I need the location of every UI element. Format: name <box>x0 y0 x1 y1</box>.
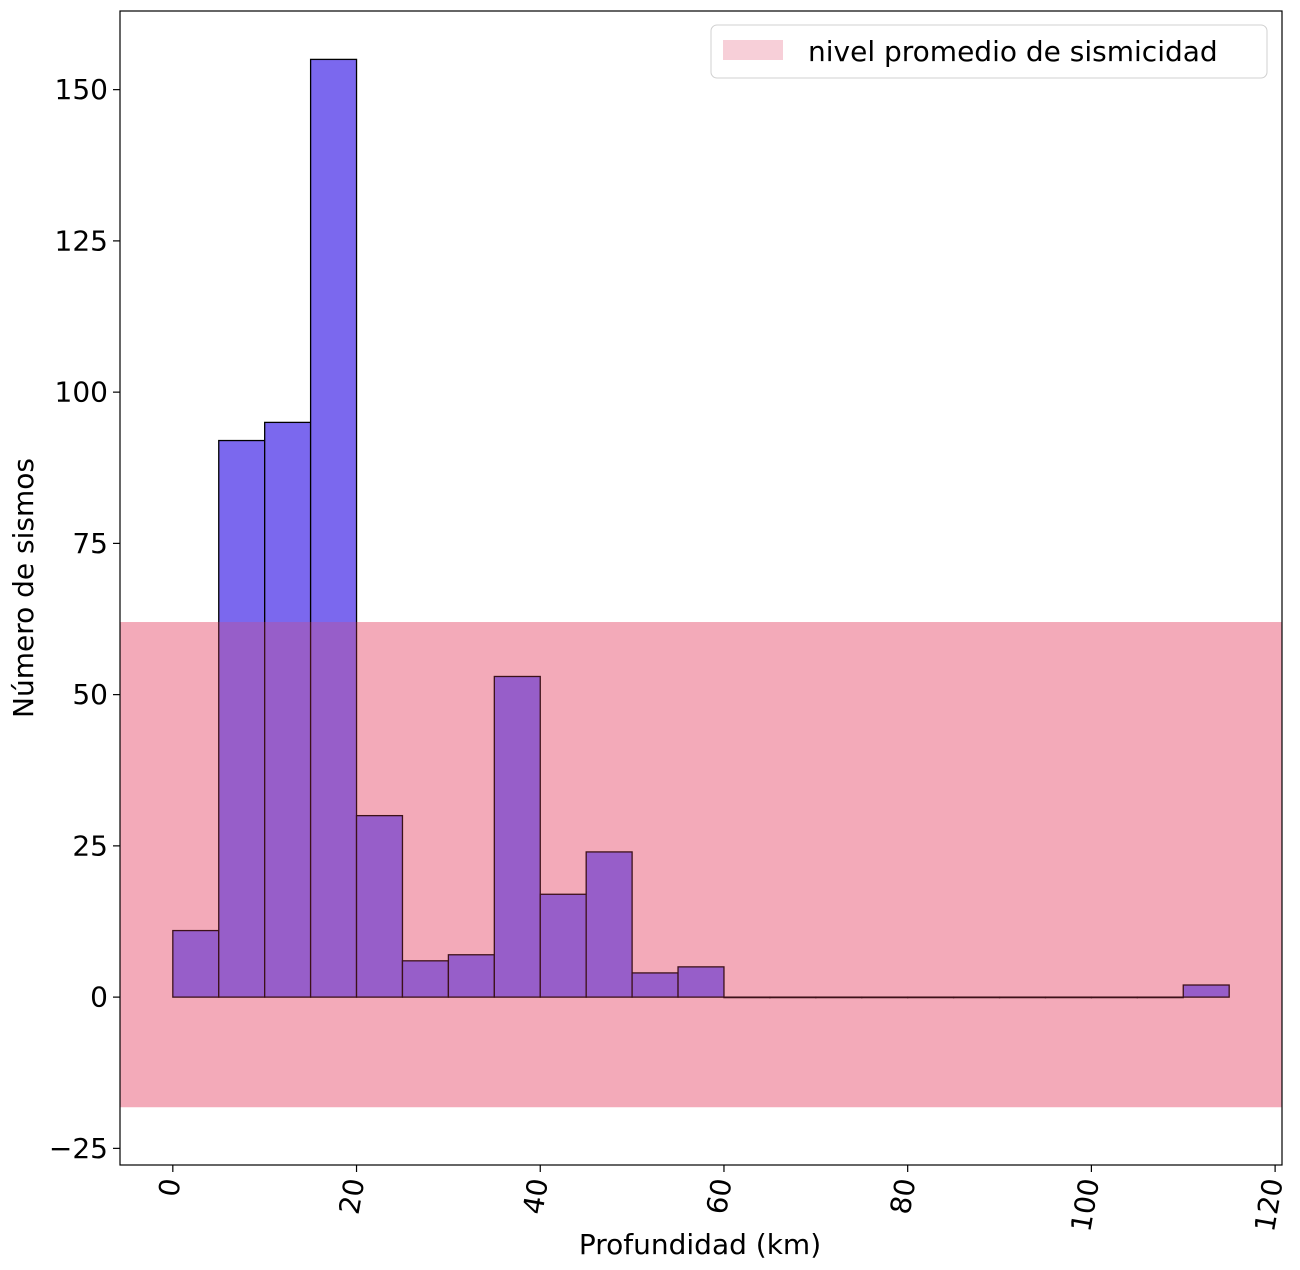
histogram-bar <box>447 954 495 998</box>
histogram-bar <box>539 893 587 998</box>
bars-layer <box>172 58 1230 999</box>
legend-label: nivel promedio de sismicidad <box>808 35 1218 68</box>
histogram-bar <box>493 675 541 998</box>
y-tick-label: 150 <box>55 73 108 106</box>
y-tick-label: −25 <box>49 1132 108 1165</box>
histogram-bar <box>309 58 358 998</box>
y-tick-label: 25 <box>72 829 108 862</box>
histogram-bar <box>172 929 220 998</box>
average-seismicity-band-overlay <box>120 622 1282 1108</box>
legend: nivel promedio de sismicidad <box>710 24 1268 79</box>
histogram-bar <box>631 972 679 998</box>
x-tick-label: 60 <box>700 1176 739 1217</box>
band-overlay-layer <box>120 622 1282 1108</box>
y-tick-label: 100 <box>55 376 108 409</box>
plot-frame <box>119 10 1283 1166</box>
y-tick-label: 50 <box>72 678 108 711</box>
legend-swatch <box>723 40 783 60</box>
x-axis-title: Profundidad (km) <box>579 1228 821 1261</box>
y-axis-title: Número de sismos <box>7 458 40 718</box>
y-tick-label: 75 <box>72 527 108 560</box>
y-tick-label: 0 <box>90 981 108 1014</box>
histogram-bar <box>355 814 404 998</box>
x-tick-label: 80 <box>884 1176 923 1217</box>
x-tick-label: 20 <box>333 1176 372 1217</box>
legend-frame <box>710 24 1268 79</box>
histogram-bar <box>401 960 450 998</box>
x-axis: 0 20 40 60 80 100 120 <box>152 1165 1290 1234</box>
histogram-bar <box>677 966 725 998</box>
histogram-bar <box>1182 984 1230 998</box>
y-axis: −25 0 25 50 75 100 125 150 <box>49 73 120 1165</box>
y-tick-label: 125 <box>55 224 108 257</box>
x-tick-label: 40 <box>516 1176 555 1217</box>
x-tick-label: 0 <box>152 1176 188 1199</box>
histogram-bar <box>585 851 633 998</box>
